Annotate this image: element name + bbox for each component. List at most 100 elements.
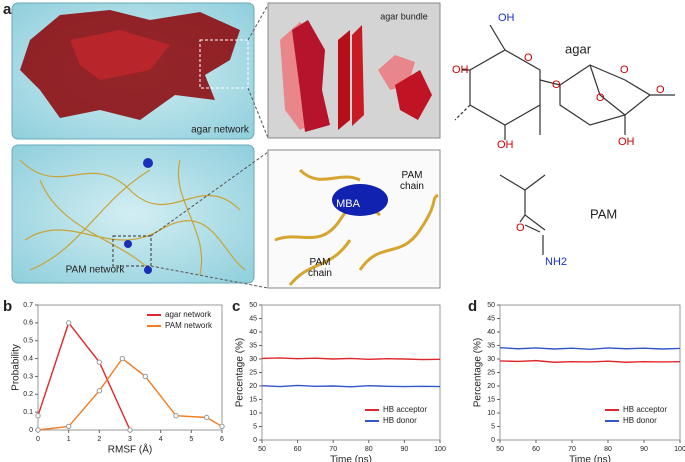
mba-cluster (143, 158, 153, 168)
atom-label: OH (497, 139, 514, 151)
y-tick-label: 10 (249, 410, 257, 417)
series-line (261, 357, 441, 361)
x-tick-label: 50 (258, 446, 266, 453)
x-tick-label: 80 (365, 446, 373, 453)
x-tick-label: 1 (67, 436, 71, 443)
x-tick-label: 50 (496, 446, 504, 453)
atom-label: OH (498, 12, 515, 24)
agar-structure (70, 30, 170, 80)
x-tick-label: 60 (294, 446, 302, 453)
y-tick-label: 10 (487, 410, 495, 417)
marker (203, 414, 210, 421)
atom-label: OH (618, 136, 635, 148)
marker (127, 427, 133, 433)
marker (65, 423, 72, 430)
y-tick-label: 30 (249, 356, 257, 363)
x-axis-title: Time (ns) (569, 455, 611, 462)
x-axis-title: Time (ns) (330, 455, 372, 462)
x-tick-label: 5 (189, 436, 193, 443)
y-tick-label: 5 (491, 423, 495, 430)
y-axis-title: Probability (11, 344, 22, 391)
marker (35, 413, 41, 419)
x-tick-label: 70 (329, 446, 337, 453)
zoom-line (150, 151, 269, 237)
mba-cluster (144, 266, 152, 274)
y-tick-label: 0 (253, 437, 257, 444)
y-tick-label: 0.3 (23, 373, 33, 380)
y-tick-label: 0 (491, 437, 495, 444)
atom-label: O (516, 222, 525, 234)
marker (65, 320, 72, 326)
y-tick-label: 40 (487, 329, 495, 336)
label: agar network (191, 125, 250, 136)
marker (173, 413, 179, 419)
x-tick-label: 6 (220, 436, 224, 443)
legend-label: HB acceptor (383, 405, 427, 414)
zoom-box (112, 235, 152, 267)
y-tick-label: 0.1 (23, 409, 33, 416)
atom-label: OH (452, 64, 469, 76)
legend-label: HB donor (383, 416, 417, 425)
marker (96, 359, 103, 365)
label: PAM chain (400, 170, 424, 192)
y-tick-label: 0 (29, 427, 33, 434)
y-tick-label: 0.2 (23, 391, 33, 398)
x-tick-label: 3 (128, 436, 132, 443)
panel-label: d (468, 298, 477, 315)
agar-strand (395, 70, 432, 120)
series-line (37, 321, 131, 431)
x-tick-label: 4 (159, 436, 163, 443)
label: PAM chain (308, 257, 332, 279)
mba-cluster (124, 240, 132, 248)
pam-zoom-image (267, 149, 441, 289)
pam-structure-drawing (499, 174, 546, 255)
molecule-name: agar (565, 41, 592, 56)
x-tick-label: 70 (568, 446, 576, 453)
marker (119, 355, 126, 362)
pam-network-image (11, 144, 255, 284)
label: MBA (336, 198, 361, 210)
x-tick-label: 90 (401, 446, 409, 453)
y-tick-label: 40 (249, 329, 257, 336)
y-tick-label: 15 (487, 396, 495, 403)
agar-structure-drawing (454, 24, 675, 140)
y-tick-label: 35 (249, 342, 257, 349)
y-tick-label: 20 (249, 383, 257, 390)
y-tick-label: 25 (249, 369, 257, 376)
panel-label: b (3, 298, 12, 315)
series-line (499, 346, 681, 350)
label: agar bundle (380, 11, 428, 21)
legend-label: agar network (165, 310, 212, 319)
y-tick-label: 0.6 (23, 320, 33, 327)
y-tick-label: 45 (249, 315, 257, 322)
helix-bar (338, 30, 350, 130)
panel-label: c (232, 298, 240, 315)
marker (142, 373, 149, 380)
y-tick-label: 50 (487, 302, 495, 309)
x-tick-label: 2 (97, 436, 101, 443)
y-tick-label: 45 (487, 315, 495, 322)
atom-label: O (524, 52, 533, 64)
x-tick-label: 100 (434, 446, 446, 453)
x-tick-label: 60 (532, 446, 540, 453)
atom-label: O (620, 64, 629, 76)
agar-strand (292, 20, 330, 132)
molecule-name: PAM (590, 206, 617, 221)
y-tick-label: 5 (253, 423, 257, 430)
helix-bar (352, 25, 364, 126)
mba-spheres (332, 184, 388, 216)
panel-label: a (3, 1, 12, 18)
y-tick-label: 15 (249, 396, 257, 403)
zoom-line (247, 4, 269, 41)
y-tick-label: 20 (487, 383, 495, 390)
legend-label: HB acceptor (623, 405, 667, 414)
y-tick-label: 35 (487, 342, 495, 349)
label: PAM network (66, 265, 126, 276)
y-tick-label: 0.4 (23, 355, 33, 362)
pam-chain (274, 168, 439, 286)
x-axis-title: RMSF (Å) (108, 443, 152, 456)
x-tick-label: 80 (604, 446, 612, 453)
series-line (499, 359, 681, 363)
